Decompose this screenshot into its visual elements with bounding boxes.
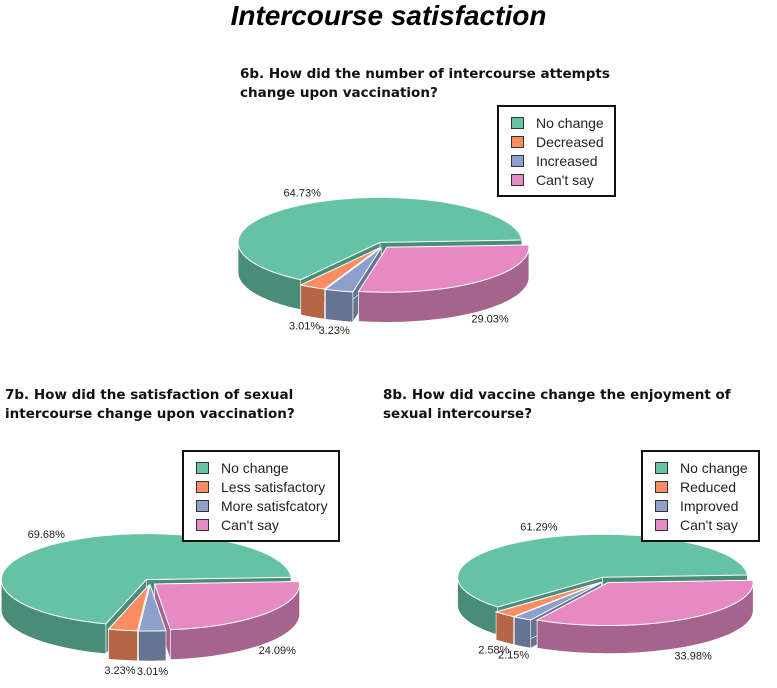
legend-entry: Can't say <box>511 170 604 189</box>
data-label: 33.98% <box>674 650 712 662</box>
legend-label: No change <box>221 459 289 476</box>
legend: No change Reduced Improved Can't say <box>641 450 760 542</box>
legend: No change Less satisfactory More satisfcat… <box>182 450 340 542</box>
slice-side <box>325 288 354 323</box>
legend-label: Decreased <box>536 133 604 150</box>
legend-swatch <box>196 480 209 493</box>
legend-swatch <box>196 461 209 474</box>
legend-entry: Decreased <box>511 132 604 151</box>
legend-swatch <box>511 135 524 148</box>
legend-label: More satisfcatory <box>221 497 328 514</box>
pie-slice <box>299 247 381 290</box>
legend-swatch <box>511 154 524 167</box>
legend: No change Decreased Increased Can't say <box>497 105 616 197</box>
pie-slice <box>153 581 301 631</box>
pie-slice <box>535 579 754 627</box>
pie-slice <box>494 581 602 618</box>
data-label: 61.29% <box>520 522 558 534</box>
legend-swatch <box>196 518 209 531</box>
legend-label: Increased <box>536 152 598 169</box>
legend-label: No change <box>680 459 748 476</box>
pie-slice <box>324 247 382 293</box>
legend-entry: More satisfcatory <box>196 496 328 515</box>
legend-label: Can't say <box>221 516 279 533</box>
data-label: 3.01% <box>137 666 168 678</box>
legend-entry: Improved <box>655 496 748 515</box>
slice-side <box>300 284 325 320</box>
data-label: 3.23% <box>104 665 135 677</box>
data-label: 3.01% <box>289 321 320 333</box>
data-label: 64.73% <box>284 188 322 200</box>
data-label: 2.58% <box>478 644 509 656</box>
panel-title: 6b. How did the number of intercourse at… <box>240 66 610 101</box>
figure-title: Intercourse satisfaction <box>230 0 547 31</box>
panel-title: 7b. How did the satisfaction of sexual i… <box>5 387 295 422</box>
legend-label: Can't say <box>680 516 738 533</box>
legend-swatch <box>511 173 524 186</box>
legend-label: Can't say <box>536 171 594 188</box>
slice-side <box>138 630 167 662</box>
pie-slice <box>457 533 749 608</box>
data-label: 29.03% <box>471 314 509 326</box>
legend-entry: Increased <box>511 151 604 170</box>
legend-swatch <box>655 518 668 531</box>
legend-swatch <box>196 499 209 512</box>
legend-swatch <box>655 480 668 493</box>
legend-entry: Can't say <box>655 515 748 534</box>
data-label: 2.15% <box>498 650 529 662</box>
slice-side <box>514 616 531 649</box>
legend-label: Improved <box>680 497 739 514</box>
legend-swatch <box>511 116 524 129</box>
pie-slice <box>137 583 167 632</box>
legend-entry: No change <box>511 113 604 132</box>
pie-slice <box>357 244 530 293</box>
legend-label: No change <box>536 114 604 131</box>
pie-slice <box>512 582 602 621</box>
legend-entry: No change <box>655 458 748 477</box>
panel-title: 8b. How did vaccine change the enjoyment… <box>383 387 731 422</box>
data-label: 3.23% <box>319 325 350 337</box>
legend-entry: Reduced <box>655 477 748 496</box>
legend-swatch <box>655 499 668 512</box>
data-label: 24.09% <box>259 645 297 657</box>
legend-swatch <box>655 461 668 474</box>
pie-slice <box>107 584 150 632</box>
slice-side <box>108 628 138 662</box>
legend-entry: No change <box>196 458 328 477</box>
legend-label: Reduced <box>680 478 737 495</box>
pie-slice <box>0 533 292 625</box>
pie-slice <box>237 196 523 281</box>
legend-entry: Less satisfactory <box>196 477 328 496</box>
data-label: 69.68% <box>28 529 66 541</box>
legend-label: Less satisfactory <box>221 478 326 495</box>
legend-entry: Can't say <box>196 515 328 534</box>
slice-side <box>495 611 514 645</box>
